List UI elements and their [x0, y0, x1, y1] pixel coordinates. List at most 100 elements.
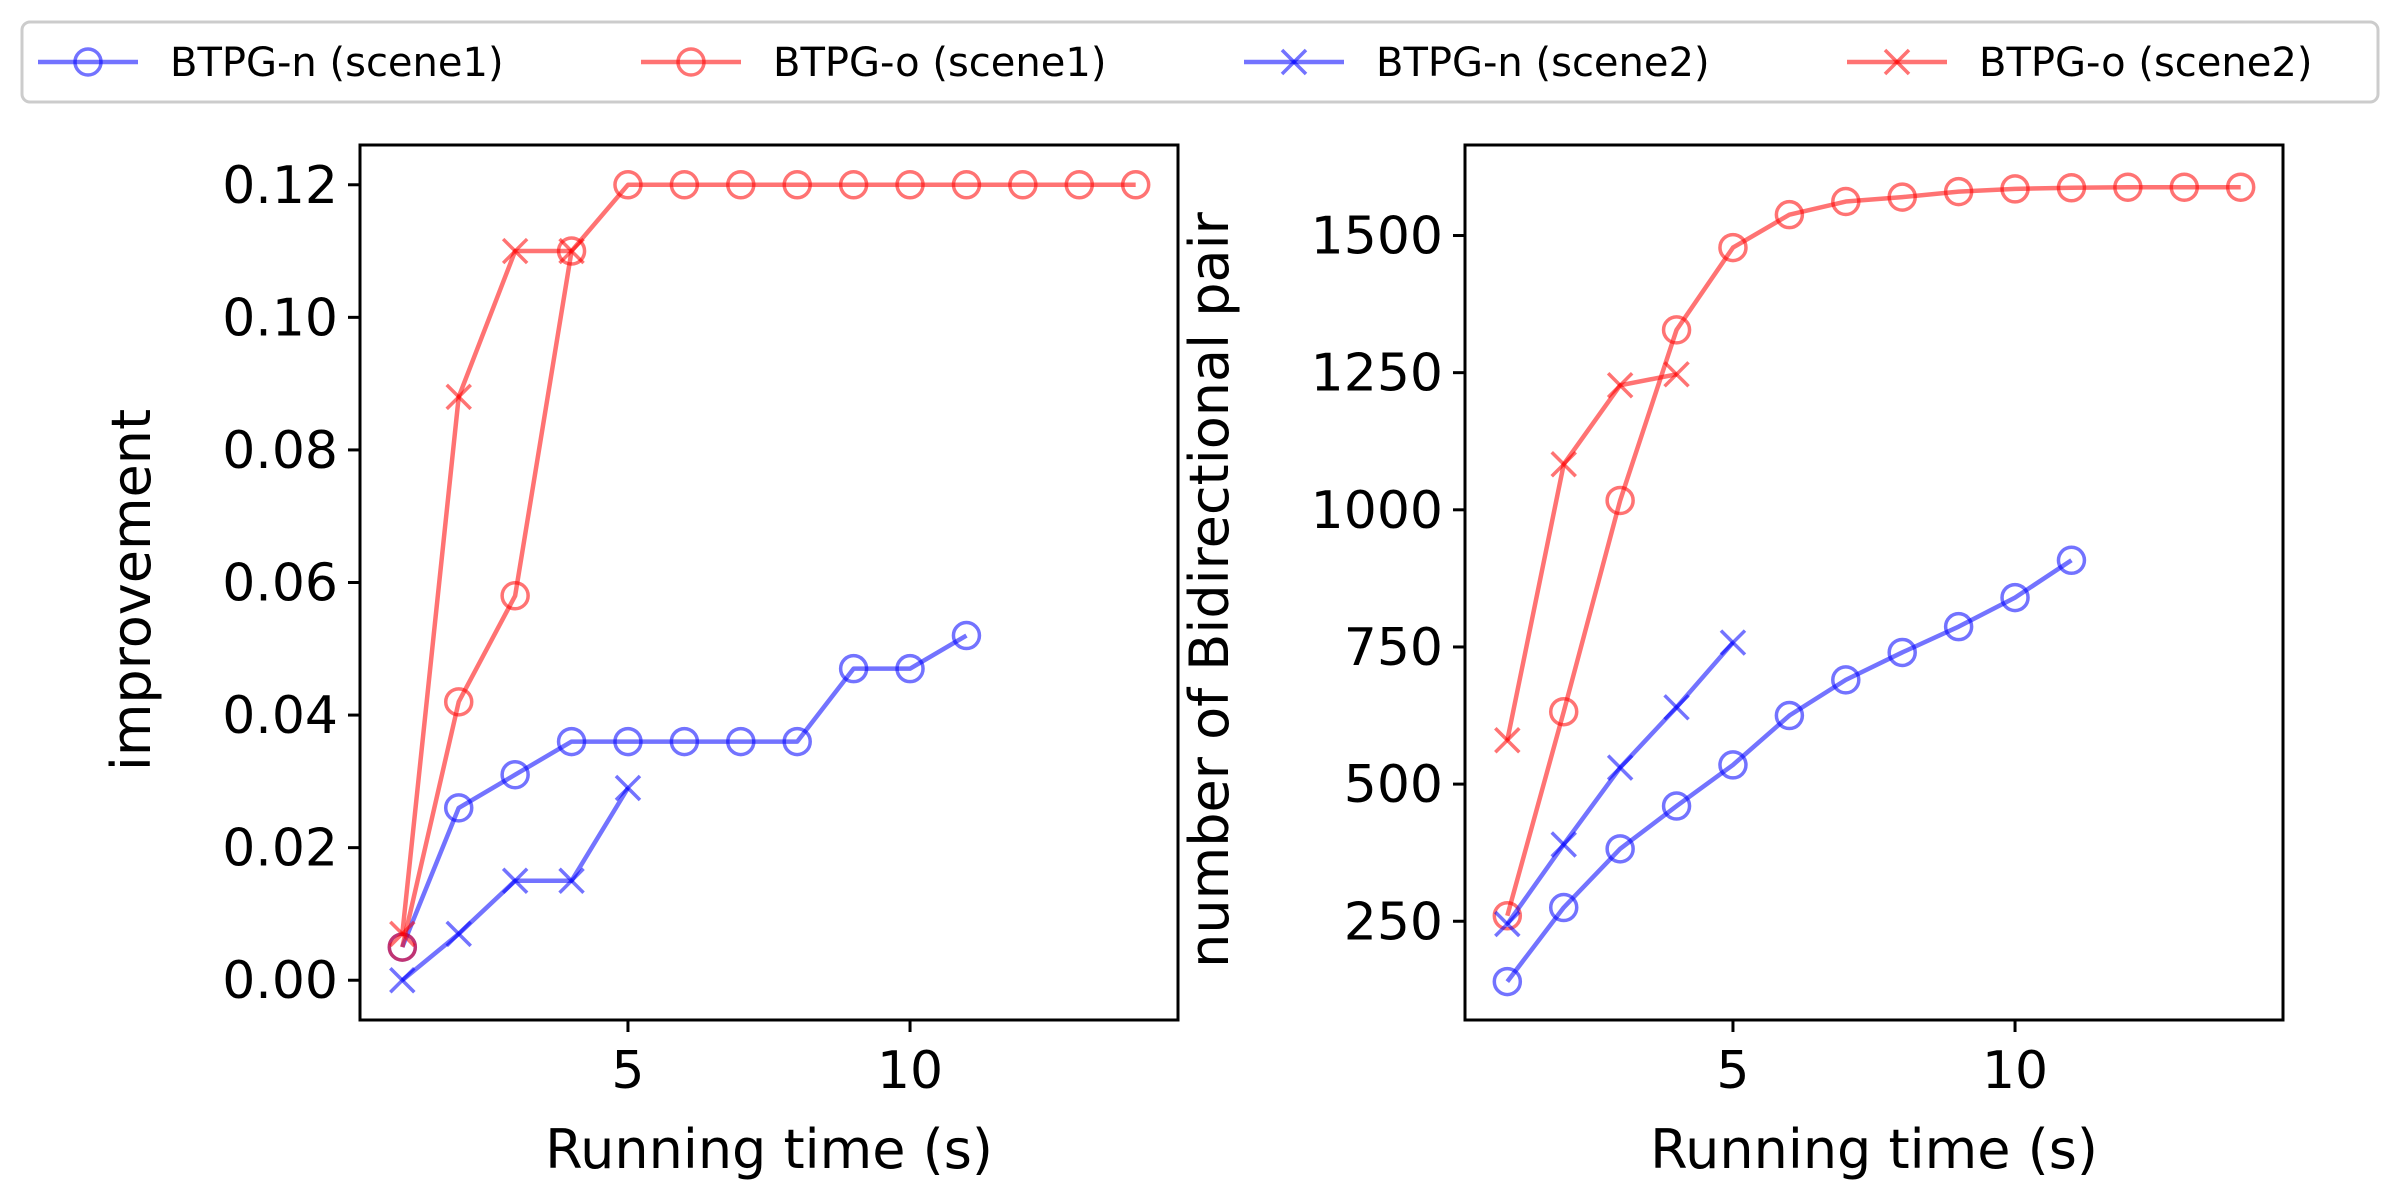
data-point	[1494, 910, 1521, 938]
data-point	[445, 383, 472, 411]
x-tick-label: 5	[1716, 1041, 1749, 1101]
y-tick-label: 0.00	[222, 951, 338, 1011]
data-point	[1887, 182, 1917, 212]
data-point	[558, 237, 585, 265]
series-btpg-n-scene2	[1494, 629, 1747, 938]
data-point	[726, 170, 756, 200]
y-tick-label: 0.12	[222, 156, 338, 216]
legend-entry-btpg-o-scene1: BTPG-o (scene1)	[641, 40, 1106, 86]
data-point	[1887, 637, 1917, 668]
data-point	[1831, 186, 1861, 217]
data-point	[1606, 754, 1634, 781]
data-point	[951, 170, 982, 200]
series-line	[1505, 558, 2073, 983]
data-point	[669, 170, 700, 200]
data-point	[1718, 232, 1748, 263]
legend-marker	[73, 47, 103, 77]
data-point	[895, 653, 925, 684]
data-point	[613, 170, 643, 200]
legend-label: BTPG-o (scene1)	[773, 40, 1106, 86]
y-tick-label: 0.02	[222, 819, 338, 879]
data-point	[1606, 372, 1634, 399]
series-btpg-n-scene2	[389, 774, 642, 994]
series-line	[1505, 372, 1677, 741]
data-point	[726, 726, 756, 757]
data-point	[782, 170, 812, 200]
series-btpg-n-scene1	[387, 620, 982, 962]
series-line	[1505, 184, 2241, 917]
data-point	[1663, 361, 1690, 388]
x-axis-label: Running time (s)	[1650, 1118, 2098, 1181]
y-tick-label: 0.10	[222, 288, 338, 348]
bidirectional-pair-chart: 250 500 750 1000 1250 1500 5 10 Running time (s)…	[1178, 143, 2285, 1181]
y-axis-label: number of Bidirectional pair	[1178, 211, 1241, 967]
data-point	[501, 867, 529, 895]
series-line	[400, 633, 968, 948]
data-point	[1548, 892, 1579, 923]
series-btpg-o-scene1	[1492, 172, 2256, 931]
data-point	[1718, 750, 1748, 780]
legend-label: BTPG-n (scene2)	[1376, 40, 1710, 86]
data-point	[1661, 315, 1692, 345]
series-btpg-o-scene2	[389, 237, 585, 948]
data-point	[895, 170, 925, 200]
y-tick-label: 0.08	[222, 421, 338, 481]
series-line	[400, 248, 572, 935]
data-point	[1492, 901, 1523, 931]
y-axis-label: improvement	[100, 409, 163, 771]
data-point	[1774, 199, 1805, 230]
data-point	[1661, 791, 1692, 821]
data-point	[669, 726, 700, 757]
series-line	[400, 182, 1136, 948]
data-point	[951, 620, 982, 651]
data-point	[1605, 834, 1635, 864]
y-tick-label: 0.04	[222, 686, 338, 746]
x-tick-label: 10	[1982, 1041, 2048, 1101]
x-axis-label: Running time (s)	[545, 1118, 993, 1181]
legend: BTPG-n (scene1) BTPG-o (scene1) BTPG-n (sc…	[20, 20, 2380, 104]
series-line	[400, 786, 630, 982]
data-point	[838, 170, 869, 200]
data-point	[1492, 966, 1523, 997]
plot-frame	[1463, 143, 2285, 1022]
series-btpg-n-scene1	[1492, 545, 2087, 997]
legend-frame	[20, 20, 2380, 104]
y-tick-label: 750	[1344, 618, 1443, 678]
data-point	[2000, 174, 2030, 204]
data-point	[613, 726, 643, 757]
data-point	[1120, 170, 1151, 200]
data-point	[1008, 170, 1038, 200]
legend-marker	[1280, 48, 1308, 76]
data-point	[2056, 173, 2087, 203]
data-point	[556, 726, 587, 757]
data-point	[2225, 172, 2256, 202]
data-point	[389, 920, 416, 948]
data-point	[1719, 629, 1747, 656]
series-btpg-o-scene2	[1494, 361, 1690, 754]
legend-entry-btpg-n-scene2: BTPG-n (scene2)	[1244, 40, 1710, 86]
y-tick-label: 500	[1344, 755, 1443, 815]
x-tick-label: 10	[877, 1041, 943, 1101]
legend-label: BTPG-o (scene2)	[1979, 40, 2312, 86]
data-point	[2000, 582, 2030, 613]
y-tick-label: 250	[1344, 892, 1443, 952]
x-tick-label: 5	[611, 1041, 644, 1101]
plot-frame	[358, 143, 1180, 1022]
data-point	[1605, 485, 1635, 516]
data-point	[1548, 696, 1579, 727]
data-point	[1064, 170, 1095, 200]
data-point	[443, 687, 474, 717]
data-point	[501, 237, 529, 265]
y-tick-label: 1000	[1311, 481, 1443, 541]
data-point	[1663, 694, 1690, 721]
legend-entry-btpg-o-scene2: BTPG-o (scene2)	[1847, 40, 2312, 86]
data-point	[389, 966, 416, 994]
y-tick-label: 1250	[1311, 344, 1443, 404]
series-btpg-o-scene1	[387, 170, 1151, 962]
data-point	[443, 793, 474, 823]
legend-label: BTPG-n (scene1)	[170, 40, 504, 86]
data-point	[1550, 831, 1577, 858]
legend-marker	[1883, 48, 1911, 76]
data-point	[1943, 176, 1974, 207]
